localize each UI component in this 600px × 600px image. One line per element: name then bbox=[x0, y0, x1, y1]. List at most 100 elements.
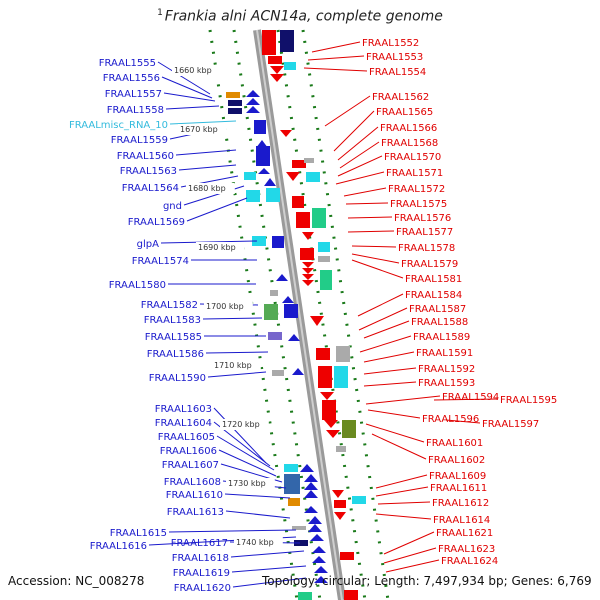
right-gene-label[interactable]: FRAAL1591 bbox=[416, 348, 473, 359]
right-gene-label[interactable]: FRAAL1562 bbox=[372, 92, 429, 103]
left-gene-label[interactable]: FRAAL1559 bbox=[111, 135, 168, 146]
right-gene-label[interactable]: FRAAL1570 bbox=[384, 152, 441, 163]
right-gene-label[interactable]: FRAAL1601 bbox=[426, 438, 483, 449]
scale-label: 1710 kbp bbox=[214, 361, 252, 370]
left-gene-label[interactable]: FRAAL1603 bbox=[155, 404, 212, 415]
right-gene-label[interactable]: FRAAL1554 bbox=[369, 67, 426, 78]
left-gene-label[interactable]: FRAAL1620 bbox=[174, 583, 231, 594]
gene-arrow-up bbox=[288, 334, 300, 341]
left-gene-label[interactable]: FRAAL1615 bbox=[110, 528, 167, 539]
right-gene-label[interactable]: FRAAL1612 bbox=[432, 498, 489, 509]
right-gene-label[interactable]: FRAAL1623 bbox=[438, 544, 495, 555]
right-gene-label[interactable]: FRAAL1589 bbox=[413, 332, 470, 343]
gene-arrow-up bbox=[276, 274, 288, 281]
map-title: 1 Frankia alni ACN14a, complete genome bbox=[0, 8, 600, 25]
right-gene-label[interactable]: FRAAL1572 bbox=[388, 184, 445, 195]
right-gene-label[interactable]: FRAAL1571 bbox=[386, 168, 443, 179]
right-gene-label[interactable]: FRAAL1584 bbox=[405, 290, 462, 301]
right-gene-label[interactable]: FRAAL1576 bbox=[394, 213, 451, 224]
right-gene-label[interactable]: FRAAL1553 bbox=[366, 52, 423, 63]
scale-label: 1720 kbp bbox=[222, 420, 260, 429]
right-gene-label[interactable]: FRAAL1579 bbox=[401, 259, 458, 270]
left-gene-label[interactable]: FRAAL1583 bbox=[144, 315, 201, 326]
left-leader-line bbox=[175, 149, 237, 156]
gene-arrow-up bbox=[264, 178, 276, 186]
gene-arrow-down bbox=[310, 316, 324, 326]
left-gene-label[interactable]: FRAAL1605 bbox=[158, 432, 215, 443]
left-gene-label[interactable]: glpA bbox=[137, 239, 159, 250]
left-gene-label[interactable]: FRAAL1616 bbox=[90, 541, 147, 552]
scale-label-bg bbox=[196, 242, 245, 253]
right-gene-label[interactable]: FRAAL1568 bbox=[381, 138, 438, 149]
right-gene-label[interactable]: FRAAL1588 bbox=[411, 317, 468, 328]
right-gene-label[interactable]: FRAAL1587 bbox=[409, 304, 466, 315]
left-gene-label[interactable]: FRAAL1586 bbox=[147, 349, 204, 360]
right-gene-label[interactable]: FRAAL1552 bbox=[362, 38, 419, 49]
right-gene-label[interactable]: FRAAL1602 bbox=[428, 455, 485, 466]
left-gene-labels: FRAAL1555 FRAAL1556 FRAAL1557 FRAAL1558 FRAA… bbox=[69, 58, 231, 594]
right-gene-label[interactable]: FRAAL1596 bbox=[422, 414, 479, 425]
right-leader-line bbox=[345, 202, 389, 205]
left-gene-label[interactable]: FRAAL1606 bbox=[160, 446, 217, 457]
right-leader-line bbox=[375, 513, 432, 520]
gene-arrow-up bbox=[300, 464, 314, 472]
left-gene-label[interactable]: FRAALmisc_RNA_10 bbox=[69, 120, 168, 131]
gene-block bbox=[272, 370, 284, 376]
right-leader-line bbox=[347, 216, 393, 219]
right-gene-label[interactable]: FRAAL1597 bbox=[482, 419, 539, 430]
left-leader-line bbox=[205, 351, 269, 354]
left-gene-label[interactable]: FRAAL1585 bbox=[145, 332, 202, 343]
left-gene-label[interactable]: FRAAL1563 bbox=[120, 166, 177, 177]
right-gene-label[interactable]: FRAAL1621 bbox=[436, 528, 493, 539]
left-gene-label[interactable]: FRAAL1618 bbox=[172, 553, 229, 564]
gene-block bbox=[262, 30, 276, 55]
right-gene-label[interactable]: FRAAL1578 bbox=[398, 243, 455, 254]
gene-arrow-down bbox=[270, 74, 284, 82]
right-gene-label[interactable]: FRAAL1575 bbox=[390, 199, 447, 210]
left-gene-label[interactable]: FRAAL1569 bbox=[128, 217, 185, 228]
gene-block bbox=[336, 346, 350, 362]
left-gene-label[interactable]: FRAAL1582 bbox=[141, 300, 198, 311]
left-gene-label[interactable]: FRAAL1580 bbox=[109, 280, 166, 291]
left-gene-label[interactable]: FRAAL1613 bbox=[167, 507, 224, 518]
right-gene-label[interactable]: FRAAL1593 bbox=[418, 378, 475, 389]
left-leader-line bbox=[225, 510, 291, 519]
right-gene-label[interactable]: FRAAL1565 bbox=[376, 107, 433, 118]
right-gene-label[interactable]: FRAAL1592 bbox=[418, 364, 475, 375]
left-gene-label[interactable]: FRAAL1608 bbox=[164, 477, 221, 488]
right-gene-label[interactable]: FRAAL1614 bbox=[433, 515, 490, 526]
left-gene-label[interactable]: FRAAL1560 bbox=[117, 151, 174, 162]
right-gene-label[interactable]: FRAAL1611 bbox=[430, 483, 487, 494]
left-gene-label[interactable]: FRAAL1556 bbox=[103, 73, 160, 84]
left-gene-label[interactable]: FRAAL1610 bbox=[166, 490, 223, 501]
scale-label: 1700 kbp bbox=[206, 302, 244, 311]
left-gene-label[interactable]: FRAAL1574 bbox=[132, 256, 189, 267]
right-leader-line bbox=[343, 187, 387, 197]
right-gene-label[interactable]: FRAAL1594 bbox=[442, 392, 499, 403]
left-gene-label[interactable]: FRAAL1557 bbox=[105, 89, 162, 100]
right-leader-line bbox=[385, 559, 440, 573]
right-gene-label[interactable]: FRAAL1609 bbox=[429, 471, 486, 482]
scale-label: 1740 kbp bbox=[236, 538, 274, 547]
gene-block bbox=[322, 400, 336, 420]
left-gene-label[interactable]: gnd bbox=[163, 201, 182, 212]
right-leader-line bbox=[375, 474, 428, 489]
left-gene-label[interactable]: FRAAL1617 bbox=[171, 538, 228, 549]
right-gene-label[interactable]: FRAAL1577 bbox=[396, 227, 453, 238]
left-gene-label[interactable]: FRAAL1619 bbox=[173, 568, 230, 579]
right-gene-label[interactable]: FRAAL1566 bbox=[380, 123, 437, 134]
left-gene-label[interactable]: FRAAL1555 bbox=[99, 58, 156, 69]
right-leader-line bbox=[371, 433, 427, 460]
right-gene-label[interactable]: FRAAL1624 bbox=[441, 556, 498, 567]
right-gene-label[interactable]: FRAAL1595 bbox=[500, 395, 557, 406]
left-gene-label[interactable]: FRAAL1607 bbox=[162, 460, 219, 471]
right-leader-line bbox=[363, 320, 410, 339]
left-gene-label[interactable]: FRAAL1604 bbox=[155, 418, 212, 429]
gene-block bbox=[296, 212, 310, 228]
left-gene-label[interactable]: FRAAL1558 bbox=[107, 105, 164, 116]
scale-label: 1680 kbp bbox=[188, 184, 226, 193]
gene-arrow-down bbox=[302, 274, 314, 280]
left-gene-label[interactable]: FRAAL1590 bbox=[149, 373, 206, 384]
right-gene-label[interactable]: FRAAL1581 bbox=[405, 274, 462, 285]
left-gene-label[interactable]: FRAAL1564 bbox=[122, 183, 179, 194]
